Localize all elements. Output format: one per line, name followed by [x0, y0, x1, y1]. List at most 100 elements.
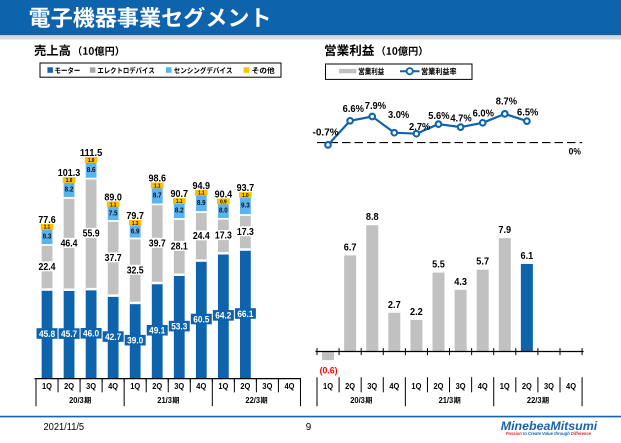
svg-text:8.8: 8.8 — [366, 212, 379, 223]
svg-text:6.1: 6.1 — [520, 251, 533, 262]
svg-text:46.0: 46.0 — [83, 329, 99, 339]
svg-text:93.7: 93.7 — [237, 183, 255, 194]
svg-text:37.7: 37.7 — [105, 253, 122, 264]
svg-text:1.0: 1.0 — [242, 193, 249, 199]
svg-text:5.6%: 5.6% — [428, 111, 449, 122]
svg-text:8.2: 8.2 — [175, 208, 184, 215]
svg-text:90.7: 90.7 — [171, 189, 189, 200]
svg-text:1Q: 1Q — [42, 382, 52, 391]
svg-text:1.3: 1.3 — [132, 221, 139, 227]
svg-text:42.7: 42.7 — [105, 332, 121, 342]
svg-text:45.8: 45.8 — [39, 329, 55, 339]
svg-text:1.1: 1.1 — [176, 199, 183, 205]
svg-text:7.5: 7.5 — [109, 210, 118, 217]
svg-text:2Q: 2Q — [152, 382, 162, 391]
svg-text:22.4: 22.4 — [39, 262, 57, 273]
svg-text:22/3: 22/3 — [245, 396, 260, 405]
svg-text:66.1: 66.1 — [237, 309, 253, 319]
svg-text:2Q: 2Q — [64, 382, 74, 391]
svg-text:4Q: 4Q — [196, 382, 206, 391]
svg-text:1.1: 1.1 — [154, 183, 161, 189]
svg-text:32.5: 32.5 — [127, 265, 145, 276]
svg-text:3Q: 3Q — [544, 382, 554, 391]
svg-text:3Q: 3Q — [174, 382, 184, 391]
svg-text:3Q: 3Q — [456, 382, 466, 391]
svg-text:3Q: 3Q — [367, 382, 377, 391]
svg-text:(0.6): (0.6) — [320, 365, 338, 376]
svg-text:0%: 0% — [569, 146, 581, 156]
svg-text:94.9: 94.9 — [193, 181, 211, 192]
svg-text:98.6: 98.6 — [148, 174, 166, 185]
svg-text:8.6: 8.6 — [87, 167, 96, 174]
svg-text:5.7: 5.7 — [476, 257, 489, 268]
svg-text:1.1: 1.1 — [110, 202, 117, 208]
svg-text:28.1: 28.1 — [171, 241, 189, 252]
svg-text:MinebeaMitsumi: MinebeaMitsumi — [501, 419, 598, 433]
svg-text:60.5: 60.5 — [193, 314, 209, 324]
svg-text:1Q: 1Q — [411, 382, 421, 391]
svg-text:17.3: 17.3 — [237, 227, 255, 238]
svg-text:1Q: 1Q — [130, 382, 140, 391]
svg-text:90.4: 90.4 — [215, 190, 233, 201]
svg-text:49.1: 49.1 — [149, 326, 165, 336]
svg-text:79.7: 79.7 — [126, 211, 144, 222]
svg-text:8.7: 8.7 — [153, 193, 162, 200]
svg-text:2Q: 2Q — [522, 382, 532, 391]
svg-text:3.0%: 3.0% — [388, 110, 409, 121]
svg-text:111.5: 111.5 — [80, 148, 103, 159]
svg-text:1Q: 1Q — [218, 382, 228, 391]
svg-text:3Q: 3Q — [262, 382, 272, 391]
svg-text:2021/11/5: 2021/11/5 — [44, 422, 85, 433]
svg-text:8.3: 8.3 — [43, 234, 52, 241]
svg-text:4Q: 4Q — [389, 382, 399, 391]
svg-text:3Q: 3Q — [86, 382, 96, 391]
svg-text:20/3: 20/3 — [69, 396, 84, 405]
svg-text:77.6: 77.6 — [38, 215, 56, 226]
svg-text:0.9: 0.9 — [220, 199, 227, 205]
svg-text:8.0: 8.0 — [219, 208, 228, 215]
svg-text:8.7%: 8.7% — [496, 96, 517, 107]
svg-text:1.0: 1.0 — [88, 158, 95, 164]
svg-text:2.7: 2.7 — [388, 300, 401, 311]
svg-text:4Q: 4Q — [108, 382, 118, 391]
svg-text:22/3: 22/3 — [527, 396, 542, 405]
svg-text:4Q: 4Q — [566, 382, 576, 391]
svg-text:2Q: 2Q — [345, 382, 355, 391]
svg-text:4.7%: 4.7% — [450, 113, 471, 124]
svg-text:6.0%: 6.0% — [473, 109, 494, 120]
svg-text:7.9%: 7.9% — [365, 101, 386, 112]
svg-text:21/3: 21/3 — [439, 396, 454, 405]
svg-text:Passion to Create Value throug: Passion to Create Value through Differen… — [506, 431, 592, 436]
svg-text:1.1: 1.1 — [198, 191, 205, 197]
svg-text:8.9: 8.9 — [197, 200, 206, 207]
svg-text:17.3: 17.3 — [215, 231, 233, 242]
svg-text:6.7: 6.7 — [344, 242, 357, 253]
svg-text:64.2: 64.2 — [215, 311, 231, 321]
svg-text:2Q: 2Q — [240, 382, 250, 391]
svg-text:9: 9 — [306, 422, 312, 433]
svg-text:7.9: 7.9 — [498, 225, 511, 236]
svg-text:53.3: 53.3 — [171, 321, 187, 331]
svg-text:39.7: 39.7 — [149, 238, 166, 249]
svg-text:20/3: 20/3 — [350, 396, 365, 405]
svg-text:9.3: 9.3 — [241, 203, 250, 210]
svg-text:45.7: 45.7 — [61, 329, 77, 339]
svg-text:2Q: 2Q — [434, 382, 444, 391]
svg-text:1.0: 1.0 — [66, 178, 73, 184]
svg-text:1Q: 1Q — [323, 382, 333, 391]
svg-text:2.2: 2.2 — [410, 307, 423, 318]
svg-text:24.4: 24.4 — [193, 231, 211, 242]
svg-text:5.5: 5.5 — [432, 260, 445, 271]
svg-text:21/3: 21/3 — [157, 396, 172, 405]
svg-text:2.7%: 2.7% — [409, 122, 430, 133]
svg-text:55.9: 55.9 — [83, 228, 101, 239]
svg-text:1.1: 1.1 — [44, 225, 51, 231]
svg-text:-0.7%: -0.7% — [312, 127, 338, 138]
svg-text:101.3: 101.3 — [58, 168, 81, 179]
svg-text:6.6%: 6.6% — [343, 104, 364, 115]
svg-text:1Q: 1Q — [500, 382, 510, 391]
svg-text:6.5%: 6.5% — [517, 108, 538, 119]
svg-text:39.0: 39.0 — [127, 335, 143, 345]
svg-text:8.2: 8.2 — [65, 187, 74, 194]
svg-text:46.4: 46.4 — [61, 238, 79, 249]
